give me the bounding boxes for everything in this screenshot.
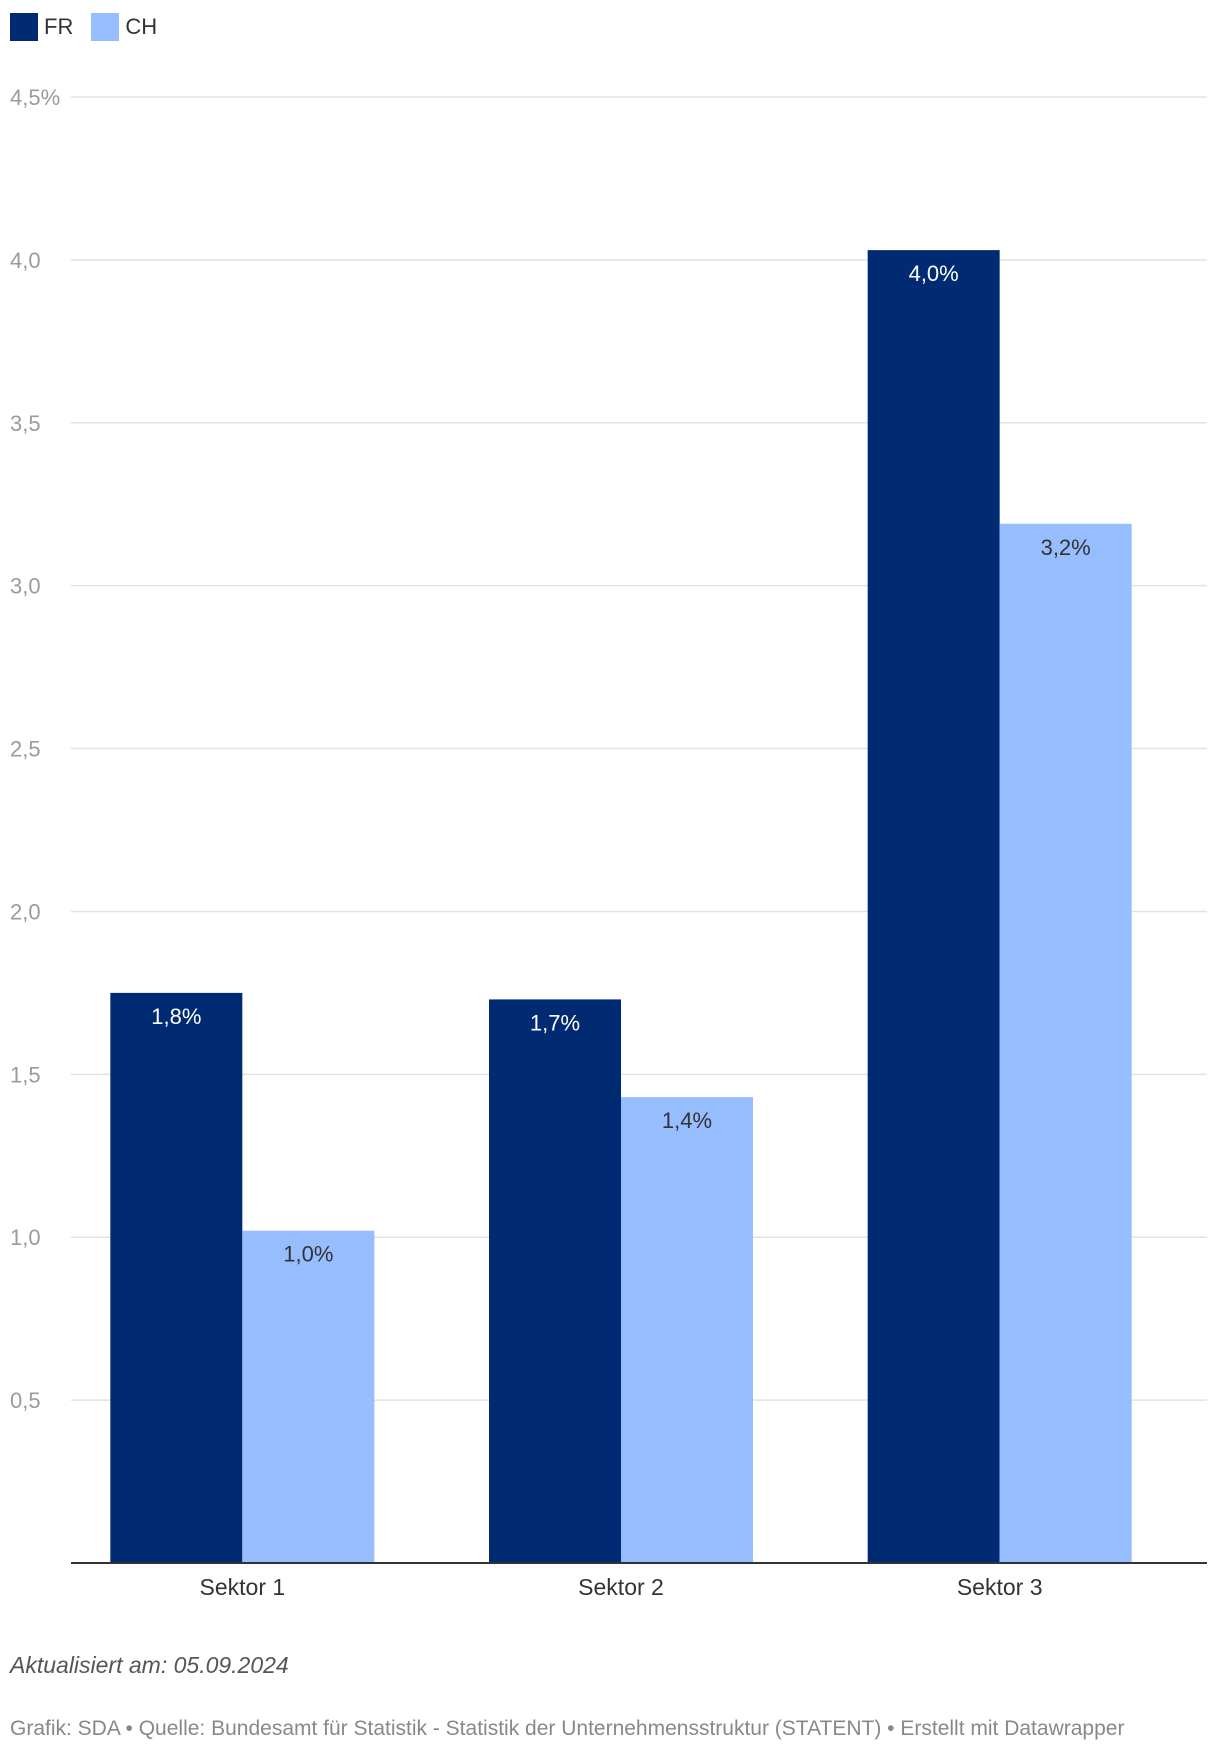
data-label: 1,4% xyxy=(662,1108,712,1133)
data-label: 4,0% xyxy=(909,261,959,286)
bar-fr-3 xyxy=(867,250,1000,1563)
data-label: 1,8% xyxy=(151,1004,201,1029)
bar-fr-1 xyxy=(110,992,243,1563)
y-tick-label: 1,0 xyxy=(10,1225,41,1250)
y-tick-label: 3,5 xyxy=(10,411,41,436)
legend-swatch-ch xyxy=(91,13,120,41)
updated-note: Aktualisiert am: 05.09.2024 xyxy=(10,1652,289,1678)
data-label: 1,7% xyxy=(530,1010,580,1035)
y-tick-label: 0,5 xyxy=(10,1388,41,1413)
legend-item-ch: CH xyxy=(91,13,157,41)
y-tick-label: 4,5% xyxy=(10,85,60,110)
y-tick-label: 4,0 xyxy=(10,248,41,273)
bar-fr-2 xyxy=(489,999,621,1563)
data-label: 3,2% xyxy=(1041,535,1091,560)
legend-swatch-fr xyxy=(10,13,38,41)
y-tick-label: 1,5 xyxy=(10,1062,41,1087)
source-footer: Grafik: SDA • Quelle: Bundesamt für Stat… xyxy=(10,1717,1125,1740)
bar-ch-2 xyxy=(621,1097,753,1563)
bar-ch-3 xyxy=(999,523,1132,1564)
bar-ch-1 xyxy=(242,1230,375,1563)
x-tick-label: Sektor 1 xyxy=(200,1574,286,1600)
legend: FR CH xyxy=(10,10,175,44)
y-tick-label: 3,0 xyxy=(10,574,41,599)
x-tick-label: Sektor 3 xyxy=(957,1574,1043,1600)
legend-item-fr: FR xyxy=(10,13,73,41)
data-label: 1,0% xyxy=(283,1242,333,1267)
x-tick-label: Sektor 2 xyxy=(578,1574,664,1600)
legend-label-ch: CH xyxy=(125,14,158,39)
legend-label-fr: FR xyxy=(44,14,74,39)
y-tick-label: 2,0 xyxy=(10,899,41,924)
y-tick-label: 2,5 xyxy=(10,737,41,762)
bar-chart: 0,5 1,0 1,5 2,0 2,5 3,0 3,5 4,0 4,5% 1,8% 1,0% Sekt… xyxy=(10,85,1207,1600)
